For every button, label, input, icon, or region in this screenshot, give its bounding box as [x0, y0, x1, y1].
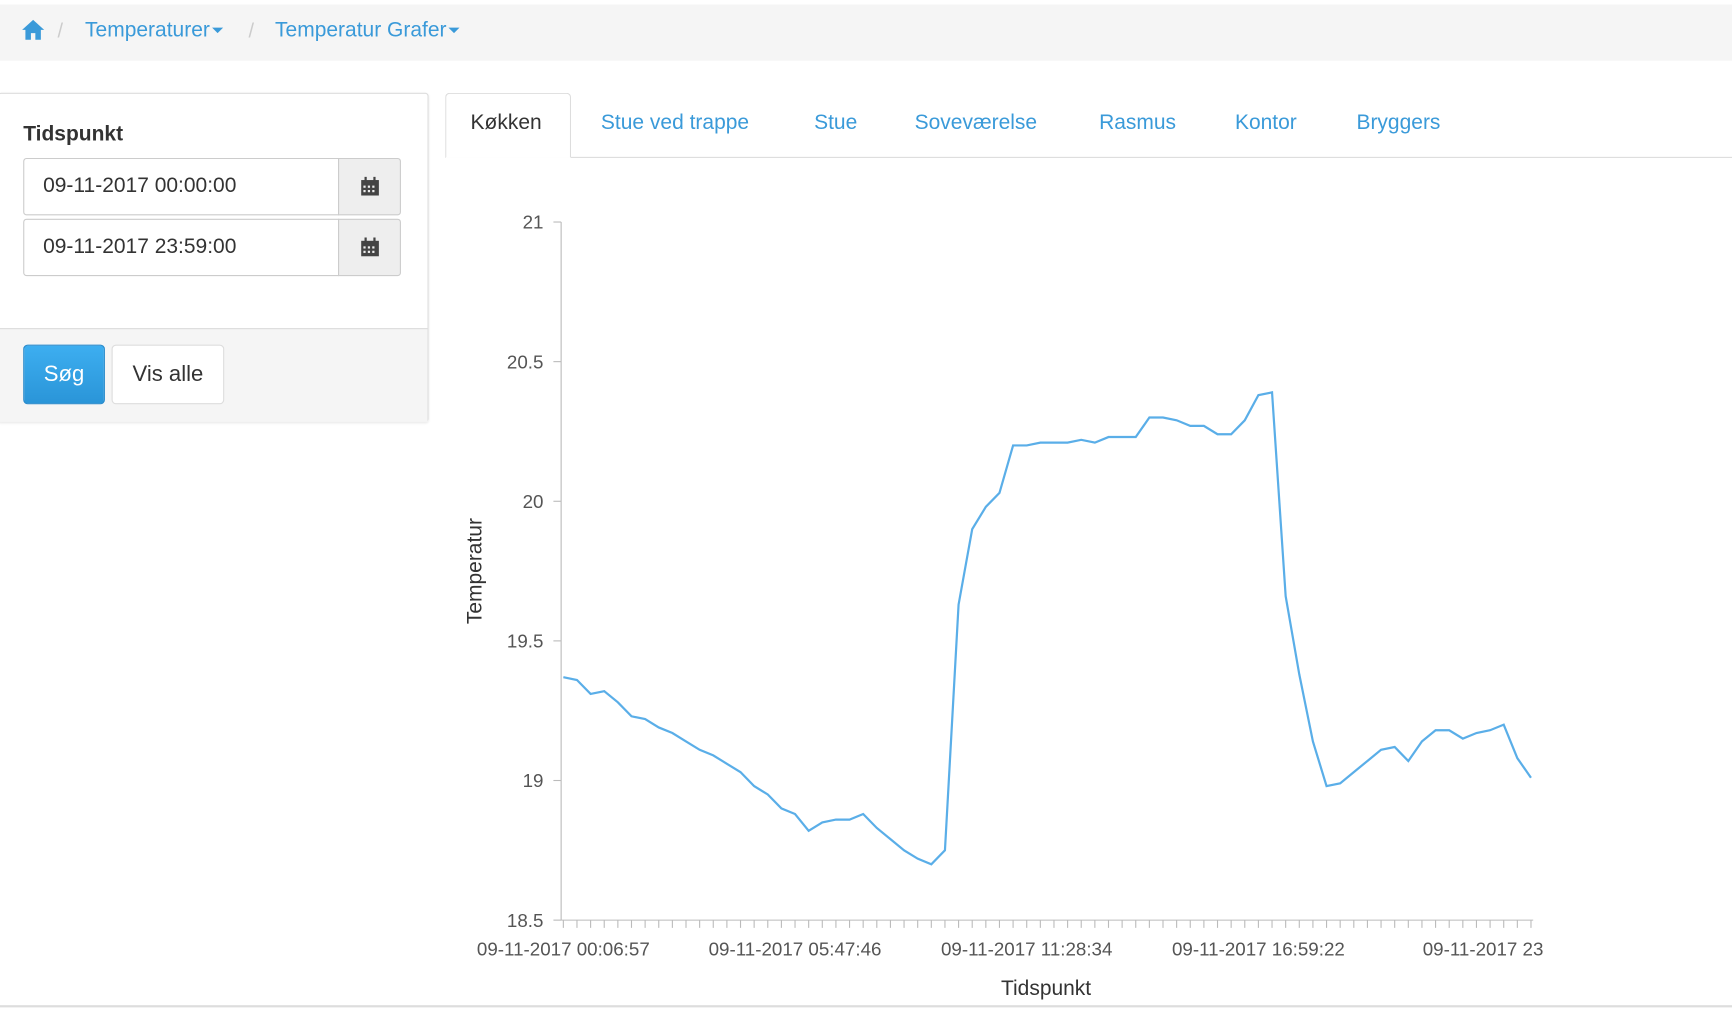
line	[563, 391, 1532, 866]
x-tick-label: 09-11-2017 23	[1423, 938, 1544, 959]
tab-border	[445, 156, 1732, 158]
tab[interactable]: Køkken	[470, 111, 542, 135]
active-tab	[445, 92, 572, 158]
breadcrumb-bar: / Temperaturer / Temperatur Grafer	[0, 4, 1732, 61]
separator: /	[57, 19, 63, 42]
y-tick-label: 19	[523, 770, 544, 791]
tab[interactable]: Stue	[814, 111, 858, 135]
y-tick-label: 20	[523, 491, 544, 512]
tab[interactable]: Stue ved trappe	[600, 111, 750, 135]
panel-footer: Søg Vis alle	[0, 328, 428, 422]
x-tick-label: 09-11-2017 00:06:57	[477, 938, 650, 959]
home-icon[interactable]	[21, 19, 45, 41]
show-all-button[interactable]: Vis alle	[111, 344, 225, 405]
y-tick-label: 21	[523, 212, 544, 233]
breadcrumb-text: Temperaturer	[85, 18, 210, 42]
y-tick-label: 19.5	[507, 631, 544, 652]
search-button[interactable]: Søg	[23, 344, 105, 405]
chart: 18.5 19 19.5 20 20.5 21 09-11-2017 00:06:57 09-…	[464, 212, 1544, 1001]
tab[interactable]: Bryggers	[1356, 111, 1441, 135]
tab[interactable]: Kontor	[1234, 111, 1297, 135]
breadcrumb[interactable]: Temperaturer	[85, 18, 224, 43]
y-axis-title: Temperatur	[464, 518, 487, 624]
y-tick-label: 20.5	[507, 351, 544, 372]
calendar-button[interactable]	[338, 218, 401, 277]
x-tick-label: 09-11-2017 11:28:34	[941, 938, 1112, 959]
footer-line	[0, 1005, 1732, 1008]
tab[interactable]: Rasmus	[1099, 111, 1177, 135]
tab[interactable]: Soveværelse	[914, 111, 1038, 135]
x-axis-title: Tidspunkt	[1001, 977, 1091, 1000]
separator: /	[248, 19, 255, 42]
x-tick-label: 09-11-2017 16:59:22	[1172, 938, 1345, 959]
x-tick-label: 09-11-2017 05:47:46	[709, 938, 882, 959]
breadcrumb[interactable]: Temperatur Grafer	[275, 19, 460, 43]
field-label: Tidspunkt	[23, 122, 124, 146]
search-panel: Tidspunkt 09-11-2017 00:00:00 09-11-2017…	[0, 92, 429, 422]
calendar-button[interactable]	[338, 157, 401, 216]
y-tick-label: 18.5	[507, 910, 544, 931]
breadcrumb-text: Temperatur Grafer	[275, 18, 447, 42]
